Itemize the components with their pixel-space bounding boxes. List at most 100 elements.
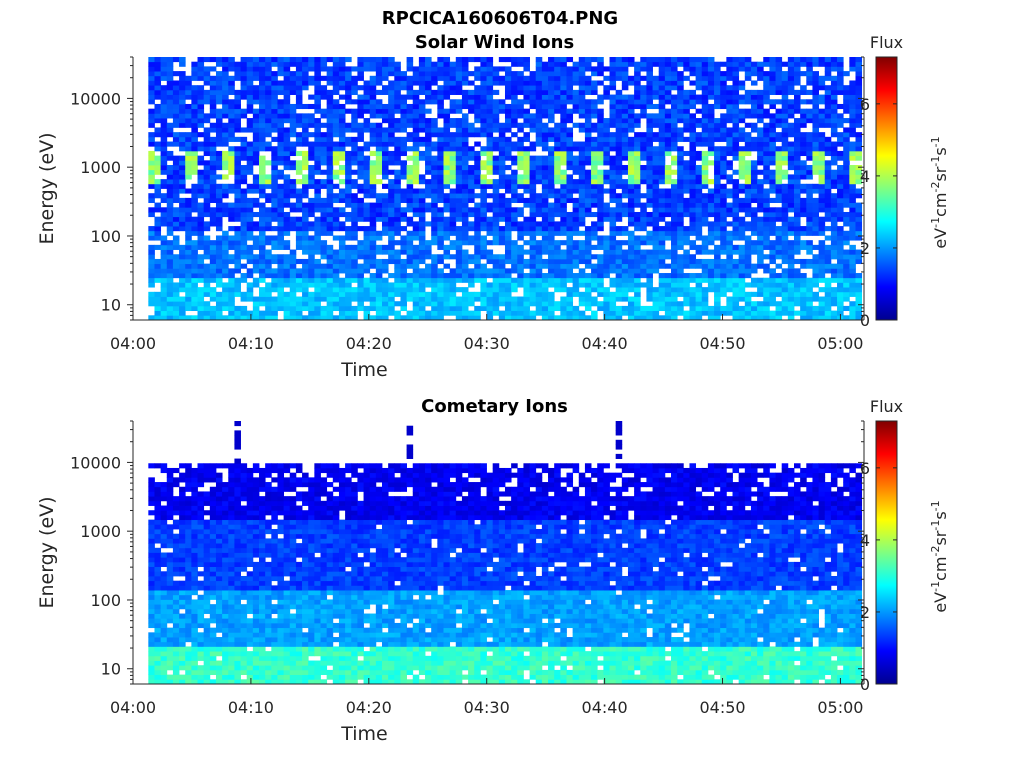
heatmap-cell: [259, 301, 266, 307]
heatmap-cell: [738, 155, 746, 161]
heatmap-cell: [775, 146, 783, 152]
heatmap-cell: [369, 301, 377, 307]
heatmap-cell: [222, 75, 229, 81]
heatmap-cell: [215, 80, 223, 86]
heatmap-cell: [375, 66, 383, 72]
heatmap-cell: [179, 99, 186, 105]
heatmap-cell: [504, 277, 512, 283]
heatmap-cell: [474, 113, 481, 119]
heatmap-cell: [363, 122, 371, 128]
heatmap-cell: [461, 188, 469, 194]
heatmap-cell: [683, 136, 690, 142]
heatmap-cell: [511, 221, 518, 227]
heatmap-cell: [535, 226, 543, 232]
heatmap-cell: [794, 165, 801, 171]
heatmap-cell: [621, 132, 629, 138]
heatmap-cell: [683, 273, 690, 279]
heatmap-cell: [572, 122, 580, 128]
heatmap-cell: [234, 174, 241, 180]
heatmap-cell: [560, 282, 567, 288]
heatmap-cell: [541, 240, 549, 246]
heatmap-cell: [154, 273, 162, 279]
heatmap-cell: [523, 202, 530, 208]
heatmap-cell: [677, 155, 684, 161]
heatmap-cell: [283, 136, 291, 142]
heatmap-cell: [677, 197, 684, 203]
heatmap-cell: [222, 273, 229, 279]
heatmap-cell: [750, 207, 758, 213]
heatmap-cell: [572, 66, 580, 72]
heatmap-cell: [431, 141, 438, 147]
heatmap-cell: [554, 160, 561, 166]
heatmap-cell: [548, 226, 555, 232]
heatmap-cell: [554, 103, 561, 110]
heatmap-cell: [511, 174, 518, 180]
heatmap-cell: [369, 296, 377, 302]
heatmap-cell: [554, 179, 561, 185]
heatmap-cell: [418, 179, 426, 185]
heatmap-cell: [166, 193, 174, 199]
heatmap-cell: [775, 108, 783, 114]
heatmap-cell: [498, 155, 506, 161]
heatmap-cell: [172, 89, 180, 95]
heatmap-cell: [634, 226, 641, 232]
heatmap-cell: [658, 174, 666, 180]
heatmap-cell: [634, 141, 641, 147]
heatmap-cell: [763, 211, 770, 218]
heatmap-cell: [627, 127, 635, 133]
heatmap-cell: [308, 103, 315, 110]
heatmap-cell: [148, 197, 155, 203]
heatmap-cell: [738, 282, 746, 288]
heatmap-cell: [652, 216, 660, 222]
heatmap-cell: [166, 249, 174, 255]
heatmap-cell: [603, 132, 610, 138]
heatmap-cell: [455, 61, 463, 67]
heatmap-cell: [554, 301, 561, 307]
heatmap-cell: [701, 66, 709, 72]
heatmap-cell: [461, 103, 469, 110]
heatmap-cell: [560, 211, 567, 218]
heatmap-cell: [492, 273, 500, 279]
heatmap-cell: [726, 282, 733, 288]
heatmap-cell: [621, 249, 629, 255]
heatmap-cell: [154, 169, 162, 175]
heatmap-cell: [431, 169, 438, 175]
heatmap-cell: [320, 249, 328, 255]
heatmap-cell: [382, 207, 389, 213]
heatmap-cell: [302, 268, 309, 274]
heatmap-cell: [732, 277, 740, 283]
heatmap-cell: [425, 254, 432, 260]
heatmap-cell: [388, 118, 395, 124]
heatmap-cell: [351, 193, 358, 199]
heatmap-cell: [363, 216, 371, 222]
heatmap-cell: [597, 94, 604, 100]
heatmap-cell: [209, 57, 217, 63]
heatmap-cell: [744, 254, 752, 260]
heatmap-cell: [418, 103, 426, 110]
heatmap-cell: [197, 103, 205, 110]
heatmap-cell: [794, 188, 801, 194]
heatmap-cell: [431, 301, 438, 307]
heatmap-cell: [283, 221, 291, 227]
heatmap-cell: [185, 174, 192, 180]
heatmap-cell: [787, 305, 795, 312]
heatmap-cell: [757, 291, 764, 297]
heatmap-cell: [449, 277, 457, 283]
heatmap-cell: [714, 263, 721, 269]
heatmap-cell: [425, 155, 432, 161]
heatmap-cell: [498, 277, 506, 283]
heatmap-cell: [517, 263, 524, 269]
heatmap-cell: [197, 155, 205, 161]
heatmap-cell: [769, 75, 776, 81]
heatmap-cell: [511, 188, 518, 194]
heatmap-cell: [197, 179, 205, 185]
heatmap-cell: [418, 193, 426, 199]
heatmap-cell: [412, 273, 420, 279]
heatmap-cell: [572, 277, 580, 283]
heatmap-cell: [166, 132, 174, 138]
heatmap-cell: [744, 183, 752, 189]
heatmap-cell: [627, 277, 635, 283]
heatmap-cell: [689, 301, 697, 307]
heatmap-cell: [320, 155, 328, 161]
heatmap-cell: [597, 207, 604, 213]
